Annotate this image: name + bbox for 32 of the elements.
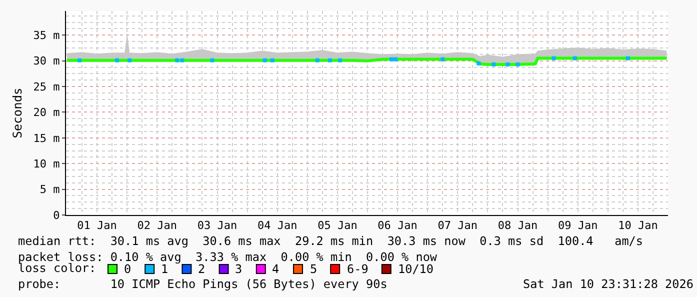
legend-label: 5 [310,262,318,276]
text: Sat Jan 10 23:31:28 2026 [523,277,694,291]
legend-label: 4 [272,262,280,276]
y-tick-label: 0 [53,208,60,222]
legend-label: 3 [235,262,242,276]
x-tick-label: 08 Jan [498,219,538,232]
text: probe: 10 ICMP Echo Pings (56 Bytes) every 90s [18,277,388,291]
text: median rtt: 30.1 ms avg 30.6 ms max 29.2 ms min 30.3 ms now 0.3 ms sd 100.4 am/s [18,234,644,248]
x-tick-label: 10 Jan [618,219,658,232]
legend-label: 0 [124,262,132,276]
y-tick-label: 20 m [33,106,60,120]
legend-label: 10/10 [398,262,434,276]
x-tick-label: 07 Jan [438,219,478,232]
legend-label: 1 [161,262,168,276]
y-tick-label: 35 m [33,29,60,42]
legend-label: 6-9 [347,262,368,276]
text: packet loss: 0.10 % avg 3.33 % max 0.00 % min 0.00 % now [18,250,438,264]
y-tick-label: 5 m [40,183,60,196]
y-tick-label: 25 m [33,80,60,94]
y-tick-label: 30 m [33,54,60,68]
x-tick-label: 09 Jan [558,219,598,232]
x-tick-label: 03 Jan [197,219,238,232]
y-tick-label: 10 m [33,157,60,170]
line-series [66,56,668,66]
legend-label: 2 [198,262,206,276]
x-tick-label: 05 Jan [318,219,358,232]
x-tick-label: 01 Jan [77,219,117,232]
x-tick-label: 06 Jan [378,219,418,232]
x-tick-label: 02 Jan [137,219,178,232]
x-tick-label: 04 Jan [257,219,298,232]
y-axis-title: Seconds [10,88,25,138]
y-tick-label: 15 m [33,132,60,145]
